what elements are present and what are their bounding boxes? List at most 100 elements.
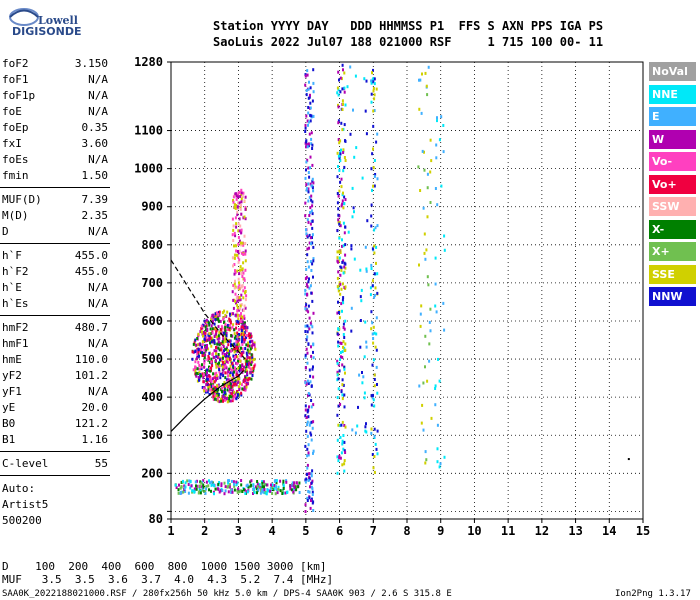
echo-point [336, 91, 339, 95]
echo-point [184, 481, 187, 485]
echo-point [307, 304, 310, 308]
echo-point [309, 206, 312, 210]
echo-point [308, 496, 311, 500]
echo-point [226, 359, 228, 363]
echo-point [201, 354, 204, 357]
echo-point [239, 489, 242, 493]
echo-point [220, 330, 223, 334]
echo-point [224, 347, 227, 351]
echo-point [310, 269, 313, 272]
echo-point [218, 336, 221, 340]
echo-point [235, 480, 238, 484]
echo-point [312, 375, 315, 379]
echo-point [243, 277, 246, 281]
echo-point [241, 343, 244, 346]
echo-point [364, 429, 367, 433]
echo-point [351, 428, 354, 432]
x-tick-label: 2 [201, 524, 208, 538]
echo-point [304, 503, 307, 507]
echo-point [371, 453, 374, 456]
echo-point [179, 492, 182, 495]
echo-point [240, 383, 243, 387]
echo-point [245, 343, 248, 347]
echo-point [242, 350, 245, 354]
echo-point [420, 304, 423, 308]
echo-point [375, 316, 378, 320]
echo-point [307, 142, 310, 146]
echo-point [226, 323, 229, 327]
echo-point [221, 395, 224, 399]
echo-point [443, 328, 446, 332]
echo-point [339, 341, 342, 345]
echo-point [233, 488, 236, 492]
echo-point [246, 371, 249, 375]
y-tick-label: 300 [141, 428, 163, 442]
echo-point [250, 363, 253, 366]
echo-point [307, 106, 310, 109]
param-name: D [2, 225, 9, 238]
echo-point [210, 317, 213, 321]
y-tick-label: 200 [141, 466, 163, 480]
echo-point [224, 340, 227, 344]
echo-point [340, 204, 343, 208]
echo-point [207, 321, 210, 325]
echo-point [180, 485, 183, 489]
echo-point [177, 488, 180, 492]
echo-point [418, 263, 420, 267]
echo-point [239, 354, 242, 358]
echo-point [311, 367, 314, 371]
y-tick-label: 800 [141, 238, 163, 252]
echo-point [305, 347, 308, 351]
echo-point [198, 375, 201, 379]
echo-point [203, 319, 206, 323]
echo-point [307, 182, 310, 186]
echo-point [339, 224, 342, 228]
echo-point [340, 342, 343, 345]
echo-point [244, 491, 247, 495]
param-name: yF1 [2, 385, 22, 398]
echo-point [305, 114, 308, 118]
echo-point [344, 348, 347, 352]
echo-point [359, 319, 362, 322]
echo-point [373, 184, 376, 188]
echo-point [213, 322, 216, 326]
echo-point [226, 371, 229, 375]
echo-point [293, 485, 296, 489]
echo-point [235, 244, 238, 248]
echo-point [375, 261, 377, 265]
echo-point [312, 343, 315, 347]
echo-point [261, 481, 264, 485]
echo-point [340, 121, 343, 125]
echo-point [363, 391, 366, 395]
echo-point [234, 216, 237, 220]
echo-point [306, 119, 309, 123]
echo-point [249, 371, 252, 374]
echo-point [422, 381, 425, 385]
echo-point [224, 371, 227, 375]
echo-point [340, 423, 343, 427]
echo-point [219, 376, 222, 380]
echo-point [341, 108, 344, 111]
echo-point [307, 96, 310, 100]
echo-point [215, 378, 217, 382]
echo-point [311, 236, 313, 239]
echo-point [439, 462, 442, 466]
echo-point [337, 300, 339, 304]
echo-point [242, 326, 245, 330]
echo-point [196, 352, 199, 356]
echo-point [223, 360, 226, 364]
echo-point [310, 405, 313, 409]
echo-point [370, 403, 373, 407]
echo-point [376, 452, 379, 456]
echo-point [361, 371, 363, 374]
echo-point [222, 374, 225, 378]
echo-point [263, 485, 265, 489]
echo-point [373, 97, 376, 101]
echo-point [372, 80, 375, 84]
param-value: 20.0 [81, 401, 109, 414]
echo-point [235, 301, 237, 305]
echo-point [251, 366, 254, 370]
echo-point [429, 170, 432, 174]
echo-point [239, 265, 242, 269]
echo-point [425, 84, 428, 88]
